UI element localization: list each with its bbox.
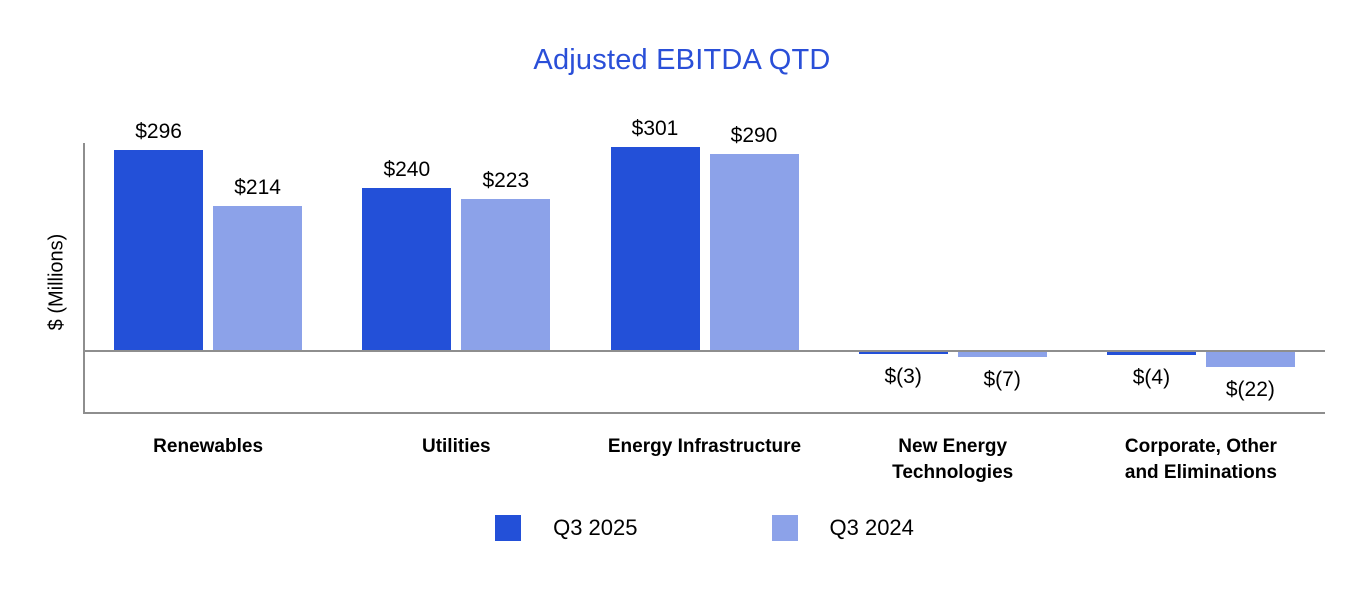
category-label-renewables: Renewables	[153, 436, 264, 457]
bar-q3-2024-energy-infrastructure	[709, 154, 799, 350]
bar-q3-2024-renewables	[213, 206, 303, 350]
y-axis-line	[83, 143, 85, 413]
legend-item-q3-2025: Q3 2025	[495, 515, 638, 541]
bar-value-label-q3-2024-renewables: $214	[234, 176, 281, 199]
bar-q3-2025-corporate-other-and-eliminations	[1106, 352, 1196, 355]
zero-baseline	[83, 350, 1325, 352]
legend: Q3 2025 Q3 2024	[84, 515, 1325, 541]
bar-value-label-q3-2025-new-energy-technologies: $(3)	[884, 365, 922, 388]
bar-q3-2025-utilities	[362, 188, 452, 350]
bar-q3-2025-renewables	[114, 150, 204, 350]
legend-label-q3-2025: Q3 2025	[553, 515, 638, 540]
category-label-new-energy-technologies: New Energy Technologies	[892, 436, 1014, 483]
category-label-energy-infrastructure: Energy Infrastructure	[607, 436, 802, 457]
bar-value-label-q3-2024-corporate-other-and-eliminations: $(22)	[1225, 378, 1275, 401]
category-label-corporate-other-and-eliminations: Corporate, Other and Eliminations	[1124, 436, 1277, 483]
bar-value-label-q3-2025-utilities: $240	[383, 158, 431, 181]
bar-value-label-q3-2024-energy-infrastructure: $290	[730, 124, 778, 147]
legend-swatch-q3-2025	[495, 515, 522, 541]
bar-q3-2024-new-energy-technologies	[957, 352, 1047, 357]
x-axis-bottom-line	[83, 412, 1325, 414]
bar-q3-2025-new-energy-technologies	[858, 352, 948, 354]
y-axis-label: $ (Millions)	[45, 233, 68, 331]
bar-value-label-q3-2025-corporate-other-and-eliminations: $(4)	[1132, 366, 1171, 389]
bar-q3-2025-energy-infrastructure	[610, 147, 700, 350]
legend-label-q3-2024: Q3 2024	[829, 515, 914, 540]
bar-value-label-q3-2024-utilities: $223	[482, 169, 530, 192]
bar-value-label-q3-2024-new-energy-technologies: $(7)	[983, 368, 1021, 391]
bar-value-label-q3-2025-energy-infrastructure: $301	[631, 117, 679, 140]
legend-item-q3-2024: Q3 2024	[771, 515, 914, 541]
chart-title: Adjusted EBITDA QTD	[533, 44, 831, 76]
bar-q3-2024-corporate-other-and-eliminations	[1205, 352, 1295, 367]
legend-swatch-q3-2024	[771, 515, 798, 541]
category-label-utilities: Utilities	[421, 436, 491, 457]
bar-value-label-q3-2025-renewables: $296	[135, 120, 182, 143]
bar-q3-2024-utilities	[461, 199, 551, 350]
